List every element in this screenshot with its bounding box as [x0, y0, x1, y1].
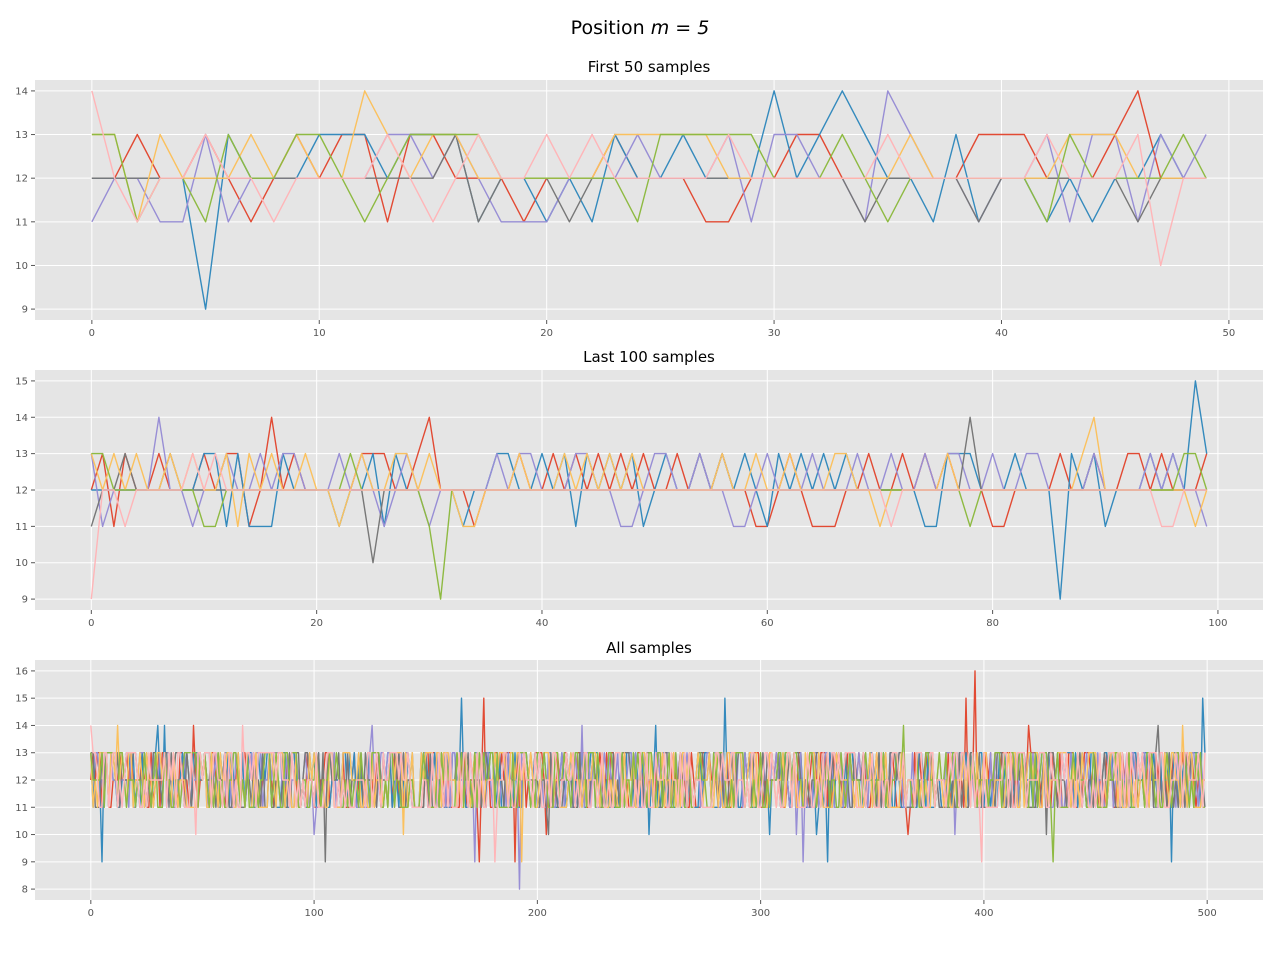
- y-tick-label: 14: [15, 413, 28, 424]
- y-tick-label: 9: [22, 595, 28, 606]
- y-tick-label: 11: [15, 522, 28, 533]
- y-tick-label: 10: [15, 261, 28, 272]
- series-group: [91, 90, 1207, 310]
- x-tick-label: 0: [89, 328, 95, 339]
- y-tick-label: 12: [15, 776, 28, 787]
- series-group: [90, 670, 1206, 890]
- x-tick-label: 100: [1208, 618, 1227, 629]
- figure-title: Position m = 5: [571, 17, 710, 39]
- x-tick-label: 100: [305, 908, 324, 919]
- y-tick-label: 8: [22, 885, 28, 896]
- series-line-7: [90, 724, 1206, 863]
- x-tick-label: 500: [1198, 908, 1217, 919]
- x-tick-label: 0: [88, 908, 94, 919]
- x-tick-label: 60: [761, 618, 774, 629]
- y-tick-label: 12: [15, 486, 28, 497]
- x-tick-label: 20: [310, 618, 323, 629]
- y-tick-label: 11: [15, 803, 28, 814]
- panel-title: All samples: [606, 639, 692, 657]
- panel-first-50-samples: First 50 samples 0 10 20 30 40 50 9 10 11 12 13 14: [15, 58, 1263, 339]
- x-tick-label: 10: [313, 328, 326, 339]
- y-tick-label: 10: [15, 830, 28, 841]
- y-tick-label: 9: [22, 305, 28, 316]
- x-tick-label: 30: [768, 328, 781, 339]
- x-tick-label: 0: [88, 618, 94, 629]
- panel-last-100-samples: Last 100 samples 0 20 40 60 80 100 9 10 11 12 13 14…: [15, 348, 1263, 629]
- series-line-7: [91, 90, 1207, 267]
- x-tick-label: 200: [528, 908, 547, 919]
- x-tick-label: 400: [974, 908, 993, 919]
- x-tick-label: 300: [751, 908, 770, 919]
- y-tick-label: 14: [15, 86, 28, 97]
- y-tick-label: 16: [15, 666, 28, 677]
- x-tick-label: 20: [540, 328, 553, 339]
- y-tick-label: 13: [15, 748, 28, 759]
- y-tick-label: 15: [15, 376, 28, 387]
- x-tick-label: 40: [995, 328, 1008, 339]
- y-tick-label: 13: [15, 449, 28, 460]
- series-line-7: [90, 452, 1207, 600]
- x-tick-label: 50: [1223, 328, 1236, 339]
- panel-title: First 50 samples: [588, 58, 711, 76]
- figure-title-math: m = 5: [651, 17, 710, 39]
- panel-all-samples: All samples 0 100 200 300 400 500 8 9 10 11 12 13 14…: [15, 639, 1263, 919]
- y-tick-label: 13: [15, 130, 28, 141]
- y-tick-label: 11: [15, 217, 28, 228]
- y-tick-label: 9: [22, 857, 28, 868]
- y-tick-label: 14: [15, 721, 28, 732]
- x-tick-label: 40: [536, 618, 549, 629]
- figure-title-prefix: Position: [571, 17, 651, 39]
- x-tick-label: 80: [986, 618, 999, 629]
- panel-title: Last 100 samples: [583, 348, 715, 366]
- y-tick-label: 15: [15, 694, 28, 705]
- y-tick-label: 12: [15, 174, 28, 185]
- series-group: [90, 380, 1208, 600]
- y-tick-label: 10: [15, 558, 28, 569]
